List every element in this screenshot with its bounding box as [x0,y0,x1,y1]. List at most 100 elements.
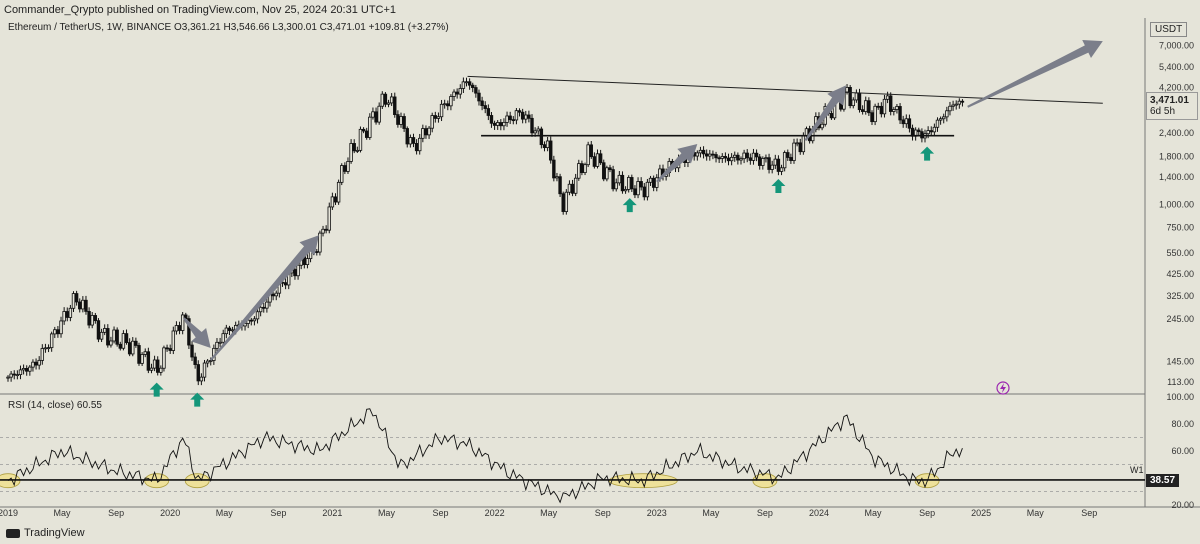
candle-238 [748,153,753,165]
candle-body-230 [723,156,728,159]
price-axis-tick-4: 2,400.00 [1159,128,1194,138]
publisher-line: Commander_Qrypto published on TradingVie… [4,4,397,16]
candle-142 [449,94,453,111]
candle-153 [483,101,487,114]
candle-body-156 [492,122,497,126]
candle-body-79 [252,318,257,322]
candle-135 [427,126,431,139]
rsi-line [7,408,963,504]
candle-body-233 [733,154,737,158]
candle-284 [892,106,896,116]
candle-203 [639,177,643,191]
candle-body-20 [68,307,73,318]
candle-198 [623,186,628,194]
candle-body-296 [929,130,933,133]
candle-body-237 [745,152,749,159]
candle-110 [349,139,353,164]
candle-146 [461,77,466,94]
candle-117 [371,107,375,120]
candle-275 [864,96,868,115]
candle-body-301 [945,110,949,118]
candle-241 [758,153,762,170]
candle-body-135 [427,127,431,136]
candle-body-199 [627,177,631,190]
candle-body-280 [879,105,884,115]
alert-icon-ring [996,381,1010,395]
candle-body-245 [770,164,774,170]
price-axis-tick-6: 1,400.00 [1159,172,1194,182]
candle-109 [346,157,350,174]
candle-171 [539,126,544,149]
rsi-axis-tick-1: 80.00 [1171,419,1194,429]
candle-111 [352,139,356,154]
candle-body-293 [920,131,924,139]
candle-body-229 [720,156,724,159]
candle-45 [146,347,151,374]
candle-25 [84,295,88,315]
candle-61 [196,360,200,386]
price-axis-tick-5: 1,800.00 [1159,151,1194,161]
candle-68 [218,337,222,347]
candle-112 [355,146,360,154]
candle-3 [15,370,20,380]
candle-277 [870,110,874,125]
candle-156 [492,120,497,130]
candle-85 [271,291,275,301]
candle-body-139 [439,103,444,118]
candle-6 [25,365,29,376]
candle-27 [90,312,94,329]
time-axis-tick-10: May [540,508,558,518]
candle-201 [633,185,637,199]
candle-18 [62,307,66,325]
candle-body-93 [296,264,300,277]
candle-body-21 [71,293,76,309]
candle-38 [124,329,129,345]
candle-129 [408,134,413,148]
candle-body-188 [592,156,597,167]
candle-221 [695,150,700,161]
currency-unit-label[interactable]: USDT [1150,22,1188,37]
candle-240 [754,149,759,162]
candle-289 [907,114,912,133]
candle-body-30 [99,331,104,340]
candle-body-39 [127,342,132,355]
candle-body-117 [371,111,375,118]
candle-19 [65,307,69,322]
candle-body-104 [330,196,335,208]
candle-2 [12,370,16,380]
candle-body-78 [249,319,253,322]
candle-34 [112,326,116,344]
price-axis-tick-0: 7,000.00 [1159,41,1194,51]
candle-body-158 [499,122,503,127]
candle-body-187 [589,144,593,158]
candle-body-253 [795,142,799,145]
candle-115 [364,127,369,140]
candle-body-83 [265,301,269,309]
candle-145 [458,84,462,99]
time-axis-tick-12: 2023 [647,508,667,518]
candle-43 [140,352,144,366]
candle-52 [168,344,172,354]
candle-236 [742,149,746,164]
rsi-indicator-title: RSI (14, close) 60.55 [8,400,102,411]
candle-253 [795,138,799,147]
candle-body-206 [648,177,653,183]
candle-body-225 [708,153,712,157]
candle-body-279 [876,105,880,108]
candle-body-58 [187,318,191,346]
candle-body-239 [751,152,756,161]
candle-99 [315,248,319,256]
candle-body-138 [436,116,441,119]
candle-body-180 [567,183,572,193]
candle-172 [542,141,547,152]
candle-body-24 [81,299,85,310]
candle-body-196 [617,174,622,184]
candle-64 [205,359,210,368]
last-price-value: 3,471.01 [1150,95,1189,106]
time-axis-tick-8: Sep [433,508,449,518]
candle-body-261 [820,123,824,129]
candle-body-10 [37,359,41,366]
candle-body-45 [146,351,151,371]
candle-body-105 [333,196,338,203]
candle-body-41 [134,340,138,346]
